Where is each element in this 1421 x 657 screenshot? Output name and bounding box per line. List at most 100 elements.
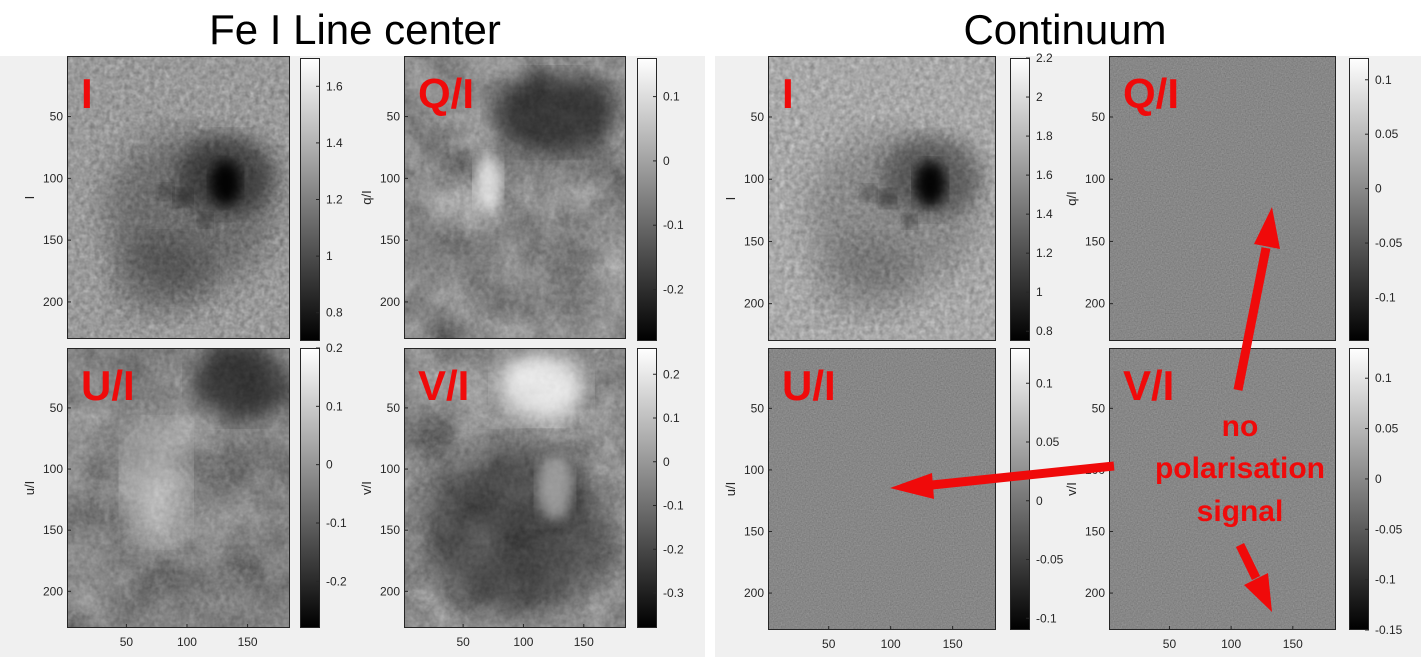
colorbar-tick-label: 1 bbox=[1036, 285, 1043, 299]
colorbar-tick-label: 0.1 bbox=[1375, 73, 1392, 87]
x-tick-label: 100 bbox=[1221, 637, 1241, 651]
heatmap-image-line-center-vi bbox=[404, 348, 626, 628]
panel-continuum-ui: 50 100 150 200 50 100 150 u/I U/I 0.1 0.05 0 -0.05 -0… bbox=[723, 348, 1064, 651]
x-tick-label: 100 bbox=[881, 637, 901, 651]
colorbar-tick-label: 1.6 bbox=[326, 79, 343, 93]
y-tick-label: 50 bbox=[751, 110, 765, 124]
y-tick-label: 100 bbox=[43, 462, 63, 476]
colorbar-tick-label: 0.2 bbox=[663, 367, 680, 381]
colorbar-tick-label: -0.1 bbox=[1375, 290, 1396, 304]
y-tick-label: 150 bbox=[744, 524, 764, 538]
heatmap-image-line-center-i bbox=[67, 56, 290, 339]
y-tick-label: 50 bbox=[1092, 110, 1106, 124]
colorbar-tick-label: 1 bbox=[326, 249, 333, 263]
y-tick-label: 50 bbox=[387, 110, 401, 124]
colorbar-tick-label: 0.05 bbox=[1375, 127, 1399, 141]
y-tick-label: 50 bbox=[387, 401, 401, 415]
colorbar-tick-label: 1.2 bbox=[326, 193, 343, 207]
panel-line-center-i: 50 100 150 200 I I 0.8 1 1.2 1.4 1.6 bbox=[22, 56, 343, 341]
axes-frame bbox=[768, 348, 996, 630]
axes-frame bbox=[67, 56, 290, 339]
arrow-to-continuum-qi bbox=[1233, 207, 1280, 391]
panel-label: I bbox=[782, 70, 794, 117]
y-tick-label: 200 bbox=[744, 586, 764, 600]
y-axis-label: I bbox=[723, 197, 738, 201]
colorbar: 2.2 2 1.8 1.6 1.4 1.2 1 0.8 bbox=[1010, 51, 1053, 341]
arrow-to-continuum-vi bbox=[1235, 543, 1272, 612]
colorbar-tick-label: 0.1 bbox=[663, 90, 680, 104]
y-tick-label: 200 bbox=[380, 584, 400, 598]
y-tick-label: 150 bbox=[380, 523, 400, 537]
y-tick-label: 100 bbox=[380, 171, 400, 185]
panel-label: V/I bbox=[1123, 362, 1174, 409]
colorbar-tick-label: 0 bbox=[1375, 472, 1382, 486]
colorbar-tick-label: 0 bbox=[663, 154, 670, 168]
x-tick-label: 50 bbox=[120, 635, 134, 649]
colorbar-tick-label: -0.3 bbox=[663, 586, 684, 600]
y-tick-label: 50 bbox=[50, 110, 64, 124]
axes-frame bbox=[67, 348, 290, 628]
y-tick-label: 200 bbox=[380, 295, 400, 309]
colorbar: 0.1 0 -0.1 -0.2 bbox=[637, 58, 684, 341]
x-tick-label: 50 bbox=[822, 637, 836, 651]
panel-continuum-vi: 5010015020050100150v/IV/I0.10.050-0.05-0… bbox=[1064, 348, 1403, 651]
colorbar-tick-label: 0.05 bbox=[1036, 435, 1060, 449]
y-tick-label: 50 bbox=[1092, 401, 1106, 415]
colorbar-tick-label: -0.1 bbox=[663, 218, 684, 232]
colorbar-tick-label: 0.1 bbox=[663, 411, 680, 425]
colorbar-tick-label: 0 bbox=[1036, 494, 1043, 508]
colorbar: 0.2 0.1 0 -0.1 -0.2 bbox=[300, 341, 347, 628]
y-tick-label: 150 bbox=[1085, 524, 1105, 538]
axes-frame bbox=[768, 56, 996, 341]
y-axis-label: q/I bbox=[1064, 191, 1079, 205]
panel-label: U/I bbox=[782, 362, 836, 409]
right-group-title: Continuum bbox=[963, 6, 1167, 53]
axes-frame bbox=[1109, 348, 1336, 630]
axes-frame bbox=[404, 348, 626, 628]
y-tick-label: 150 bbox=[43, 523, 63, 537]
panel-line-center-ui: 50 100 150 200 50 100 150 u/I U/I 0.2 0.1 0 -0.1 -0.2 bbox=[22, 341, 347, 649]
y-tick-label: 50 bbox=[751, 401, 765, 415]
panel-label: I bbox=[81, 70, 93, 117]
colorbar-tick-label: 0.1 bbox=[1036, 376, 1053, 390]
colorbar: 0.1 0.05 0 -0.05 -0.1 bbox=[1010, 348, 1064, 630]
colorbar-tick-label: 1.6 bbox=[1036, 168, 1053, 182]
y-tick-label: 100 bbox=[43, 171, 63, 185]
panel-label: Q/I bbox=[418, 70, 474, 117]
y-axis-label: u/I bbox=[723, 482, 738, 496]
x-tick-label: 100 bbox=[177, 635, 197, 649]
colorbar: 0.8 1 1.2 1.4 1.6 bbox=[300, 58, 343, 341]
panel-label: Q/I bbox=[1123, 70, 1179, 117]
y-tick-label: 200 bbox=[744, 297, 764, 311]
y-tick-label: 50 bbox=[50, 401, 64, 415]
axes-frame bbox=[1109, 56, 1336, 341]
panel-line-center-qi: 50 100 150 200 q/I Q/I 0.1 0 -0.1 -0.2 bbox=[359, 56, 684, 341]
colorbar-tick-label: 0.8 bbox=[1036, 324, 1053, 338]
colorbar-tick-label: -0.05 bbox=[1375, 236, 1403, 250]
y-tick-label: 200 bbox=[1085, 586, 1105, 600]
colorbar-tick-label: 2 bbox=[1036, 90, 1043, 104]
colorbar-tick-label: 1.2 bbox=[1036, 246, 1053, 260]
annotation-line-2: polarisation bbox=[1155, 452, 1325, 485]
y-axis-label: I bbox=[22, 196, 37, 200]
arrow-to-continuum-ui bbox=[890, 461, 1115, 499]
heatmap-image-line-center-ui bbox=[67, 348, 290, 628]
colorbar-tick-label: 2.2 bbox=[1036, 51, 1053, 65]
y-axis-label: v/I bbox=[1064, 482, 1079, 496]
colorbar: 0.1 0.05 0 -0.05 -0.1 -0.15 bbox=[1349, 348, 1403, 637]
y-tick-label: 200 bbox=[43, 584, 63, 598]
x-tick-label: 150 bbox=[943, 637, 963, 651]
y-axis-label: v/I bbox=[359, 481, 374, 495]
colorbar-tick-label: -0.15 bbox=[1375, 623, 1403, 637]
y-axis-label: q/I bbox=[359, 190, 374, 204]
colorbar-tick-label: 1.4 bbox=[326, 136, 343, 150]
colorbar-tick-label: 1.8 bbox=[1036, 129, 1053, 143]
colorbar-tick-label: -0.1 bbox=[1375, 573, 1396, 587]
y-tick-label: 100 bbox=[744, 172, 764, 186]
colorbar-tick-label: 0.1 bbox=[326, 399, 343, 413]
y-tick-label: 100 bbox=[380, 462, 400, 476]
colorbar-tick-label: 0.2 bbox=[326, 341, 343, 355]
colorbar-tick-label: 0 bbox=[1375, 182, 1382, 196]
panel-continuum-i: 50 100 150 200 I I 2.2 2 1.8 1.6 1.4 1.2 1 0.8 bbox=[723, 51, 1053, 341]
